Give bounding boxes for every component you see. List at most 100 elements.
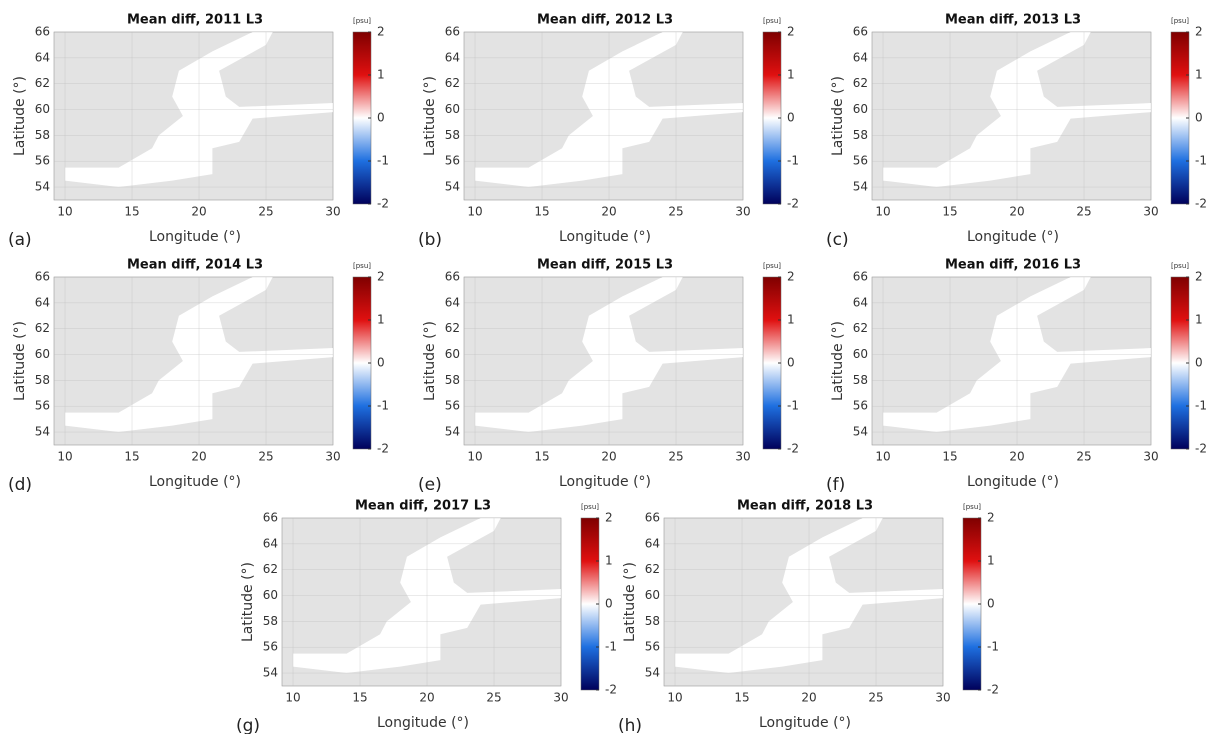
- y-tick-label: 60: [35, 102, 50, 116]
- y-tick-label: 56: [645, 640, 660, 654]
- colorbar-tick-label: -2: [787, 197, 799, 211]
- colorbar-tick-label: 2: [787, 25, 795, 39]
- x-axis-label: Longitude (°): [149, 229, 241, 245]
- x-tick-label: 20: [1009, 450, 1024, 464]
- x-tick-label: 15: [534, 450, 549, 464]
- y-tick-label: 56: [35, 399, 50, 413]
- colorbar-unit: [psu]: [581, 503, 599, 511]
- colorbar-tick-label: 2: [1195, 25, 1203, 39]
- y-axis-label: Latitude (°): [622, 562, 638, 642]
- y-tick-label: 60: [445, 347, 460, 361]
- y-tick-label: 64: [853, 50, 868, 64]
- colorbar-tick-label: 2: [1195, 270, 1203, 284]
- x-tick-label: 30: [1143, 205, 1158, 219]
- y-tick-label: 54: [445, 180, 460, 194]
- colorbar-tick-label: -1: [377, 399, 389, 413]
- y-tick-label: 58: [445, 128, 460, 142]
- y-tick-label: 66: [645, 511, 660, 525]
- panel-letter: (d): [8, 475, 32, 495]
- y-tick-label: 54: [645, 666, 660, 680]
- y-tick-label: 58: [263, 614, 278, 628]
- x-tick-label: 30: [325, 450, 340, 464]
- colorbar-unit: [psu]: [1171, 262, 1189, 270]
- colorbar-tick-label: 0: [987, 597, 995, 611]
- x-tick-label: 15: [124, 450, 139, 464]
- panel-letter: (c): [826, 230, 849, 250]
- y-tick-label: 58: [853, 128, 868, 142]
- colorbar-tick-label: 0: [605, 597, 613, 611]
- x-tick-label: 10: [875, 205, 890, 219]
- x-axis-label: Longitude (°): [377, 715, 469, 731]
- y-tick-label: 60: [853, 347, 868, 361]
- panel-title: Mean diff, 2012 L3: [537, 13, 673, 28]
- panel-title: Mean diff, 2013 L3: [945, 13, 1081, 28]
- panel-title: Mean diff, 2011 L3: [127, 13, 263, 28]
- y-tick-label: 54: [35, 180, 50, 194]
- y-tick-label: 62: [35, 321, 50, 335]
- colorbar-tick-label: 1: [377, 313, 385, 327]
- y-tick-label: 66: [853, 25, 868, 39]
- x-tick-label: 20: [601, 205, 616, 219]
- y-tick-label: 54: [35, 425, 50, 439]
- colorbar-tick-label: 1: [1195, 313, 1203, 327]
- y-tick-label: 56: [263, 640, 278, 654]
- panel-title: Mean diff, 2014 L3: [127, 258, 263, 273]
- x-tick-label: 25: [1076, 450, 1091, 464]
- x-tick-label: 30: [735, 205, 750, 219]
- colorbar-tick-label: -2: [787, 442, 799, 456]
- y-tick-label: 66: [35, 270, 50, 284]
- y-tick-label: 66: [263, 511, 278, 525]
- y-axis-label: Latitude (°): [240, 562, 256, 642]
- x-tick-label: 10: [57, 205, 72, 219]
- colorbar-tick-label: 0: [787, 111, 795, 125]
- y-tick-label: 56: [445, 399, 460, 413]
- panel-title: Mean diff, 2017 L3: [355, 499, 491, 514]
- x-tick-label: 15: [942, 205, 957, 219]
- x-tick-label: 10: [875, 450, 890, 464]
- y-tick-label: 56: [445, 154, 460, 168]
- x-axis-label: Longitude (°): [149, 474, 241, 490]
- colorbar-tick-label: 1: [787, 313, 795, 327]
- y-tick-label: 60: [645, 588, 660, 602]
- panel-letter: (h): [618, 716, 642, 734]
- y-tick-label: 64: [853, 295, 868, 309]
- y-tick-label: 54: [853, 425, 868, 439]
- y-tick-label: 58: [35, 128, 50, 142]
- y-tick-label: 62: [263, 562, 278, 576]
- y-axis-label: Latitude (°): [422, 321, 438, 401]
- colorbar-tick-label: -2: [605, 683, 617, 697]
- colorbar-tick-label: -2: [1195, 442, 1207, 456]
- panel-letter: (b): [418, 230, 442, 250]
- colorbar-tick-label: 2: [605, 511, 613, 525]
- x-tick-label: 15: [124, 205, 139, 219]
- colorbar-tick-label: -1: [605, 640, 617, 654]
- colorbar-tick-label: 1: [787, 68, 795, 82]
- colorbar-tick-label: -1: [987, 640, 999, 654]
- colorbar-tick-label: -1: [787, 154, 799, 168]
- x-tick-label: 25: [668, 450, 683, 464]
- y-tick-label: 54: [445, 425, 460, 439]
- y-tick-label: 66: [35, 25, 50, 39]
- y-tick-label: 64: [35, 50, 50, 64]
- colorbar-tick-label: 0: [787, 356, 795, 370]
- colorbar-unit: [psu]: [763, 17, 781, 25]
- panel-letter: (f): [826, 475, 845, 495]
- colorbar-unit: [psu]: [963, 503, 981, 511]
- panel-title: Mean diff, 2015 L3: [537, 258, 673, 273]
- colorbar-tick-label: -1: [377, 154, 389, 168]
- y-axis-label: Latitude (°): [830, 321, 846, 401]
- y-tick-label: 56: [853, 154, 868, 168]
- colorbar-tick-label: -2: [1195, 197, 1207, 211]
- x-tick-label: 25: [258, 205, 273, 219]
- y-tick-label: 66: [853, 270, 868, 284]
- colorbar-unit: [psu]: [763, 262, 781, 270]
- colorbar-tick-label: 0: [1195, 356, 1203, 370]
- y-tick-label: 64: [645, 536, 660, 550]
